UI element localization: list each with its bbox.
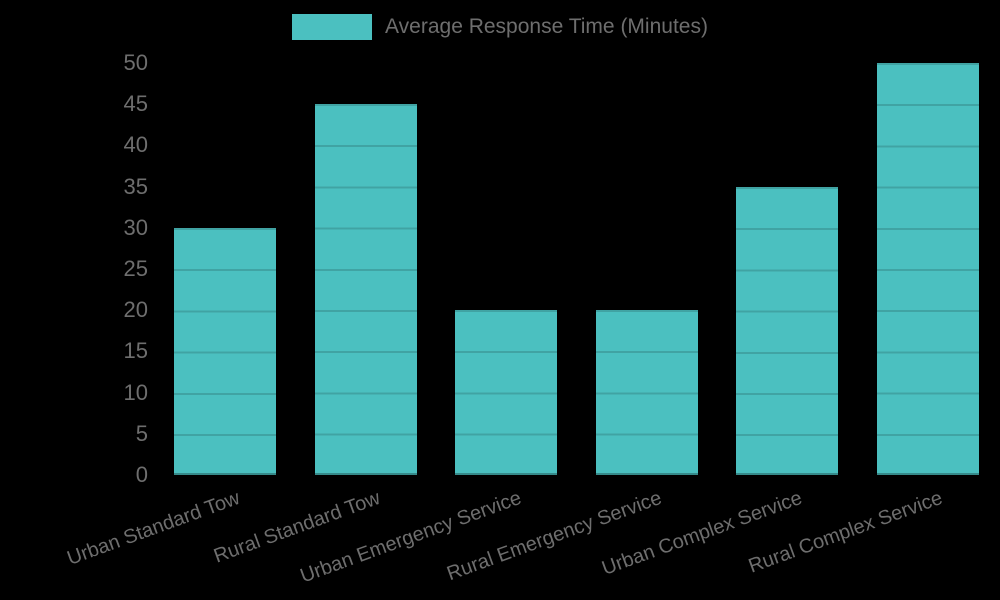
y-tick-label: 40 <box>123 132 148 158</box>
bar-rural-standard-tow <box>314 104 417 475</box>
y-tick-label: 25 <box>123 256 148 281</box>
y-tick-label: 50 <box>123 50 148 75</box>
y-tick-label: 5 <box>135 420 148 446</box>
y-tick-label: 10 <box>123 379 148 405</box>
bar-urban-emergency-service <box>455 310 558 475</box>
bar-rural-emergency-service <box>595 310 698 475</box>
y-tick-label: 0 <box>135 462 148 487</box>
legend-swatch <box>292 14 373 40</box>
y-tick-label: 15 <box>123 338 148 364</box>
y-tick-label: 30 <box>123 214 148 240</box>
bar-urban-complex-service <box>736 186 839 475</box>
bar-urban-standard-tow <box>174 227 277 475</box>
bar-rural-complex-service <box>876 63 979 475</box>
legend[interactable]: Average Response Time (Minutes) <box>0 14 1000 40</box>
y-tick-label: 45 <box>123 91 148 117</box>
y-tick-label: 20 <box>123 297 148 323</box>
legend-label: Average Response Time (Minutes) <box>385 15 708 38</box>
y-tick-label: 35 <box>123 173 148 199</box>
